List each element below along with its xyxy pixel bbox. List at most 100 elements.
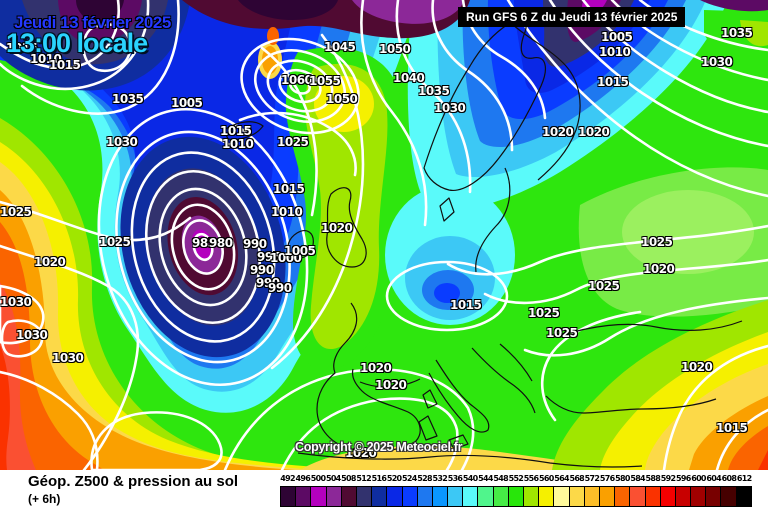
run-info-bar: Run GFS 6 Z du Jeudi 13 février 2025 xyxy=(458,7,686,27)
pressure-label: 1030 xyxy=(16,328,48,342)
pressure-label: 1030 xyxy=(52,351,84,365)
legend-color-cell xyxy=(280,486,297,507)
pressure-label: 1055 xyxy=(309,74,341,88)
pressure-label: 1015 xyxy=(273,182,305,196)
legend-value: 500 xyxy=(310,474,326,483)
legend-value: 612 xyxy=(736,474,752,483)
legend: 492 496 500 504 508 512 516 520 524 528 532 536 540 5… xyxy=(280,471,752,507)
pressure-label: 1020 xyxy=(375,378,407,392)
pressure-label: 1035 xyxy=(418,84,450,98)
legend-color-cell xyxy=(659,486,676,507)
pressure-label: 1015 xyxy=(597,75,629,89)
pressure-label: 1025 xyxy=(588,279,620,293)
legend-color-cell xyxy=(492,486,509,507)
pressure-label: 1025 xyxy=(99,235,131,249)
legend-color-cell xyxy=(583,486,600,507)
pressure-label: 1015 xyxy=(49,58,81,72)
pressure-label: 1015 xyxy=(220,124,252,138)
legend-color-cell xyxy=(310,486,327,507)
pressure-label: 1025 xyxy=(641,235,673,249)
contour-art-svg xyxy=(0,0,768,470)
footer-bar: Géop. Z500 & pression au sol (+ 6h) 492 4… xyxy=(0,470,768,512)
legend-value: 604 xyxy=(706,474,722,483)
pressure-label: 1020 xyxy=(681,360,713,374)
date-label: Jeudi 13 février 2025 xyxy=(14,13,171,32)
pressure-label: 1020 xyxy=(34,255,66,269)
pressure-label: 1030 xyxy=(434,101,466,115)
legend-value: 568 xyxy=(569,474,585,483)
pressure-label: 1035 xyxy=(721,26,753,40)
legend-value: 492 xyxy=(280,474,295,483)
legend-value: 548 xyxy=(493,474,508,483)
legend-color-cell xyxy=(431,486,449,507)
legend-color-cell xyxy=(735,486,752,507)
pressure-label: 1015 xyxy=(6,41,38,55)
legend-color-cell xyxy=(325,486,342,507)
pressure-label: 1050 xyxy=(326,92,358,106)
legend-value: 520 xyxy=(386,474,402,483)
pressure-label: 1020 xyxy=(643,262,675,276)
legend-color-cell xyxy=(340,486,357,507)
legend-value: 584 xyxy=(630,474,645,483)
pressure-label: 1025 xyxy=(528,306,560,320)
pressure-label: 1020 xyxy=(578,125,610,139)
legend-value: 588 xyxy=(645,474,661,483)
time-label: 13:00 locale xyxy=(6,28,148,58)
legend-value: 544 xyxy=(478,474,493,483)
legend-color-cell xyxy=(462,486,479,507)
legend-value: 600 xyxy=(691,474,706,483)
legend-color-cell xyxy=(295,486,312,507)
legend-values-row: 492 496 500 504 508 512 516 520 524 528 532 536 540 5… xyxy=(280,471,752,486)
legend-value: 504 xyxy=(325,474,341,483)
pressure-label: 1030 xyxy=(701,55,733,69)
legend-color-cell xyxy=(507,486,524,507)
legend-color-cell xyxy=(386,486,403,507)
copyright-label: Copyright © 2025 Meteociel.fr xyxy=(295,440,463,454)
legend-color-cell xyxy=(644,486,661,507)
pressure-label: 1015 xyxy=(716,421,748,435)
pressure-label: 990 xyxy=(256,276,280,290)
legend-value: 508 xyxy=(341,474,356,483)
pressure-label: 1035 xyxy=(112,92,144,106)
pressure-label: 1025 xyxy=(277,135,309,149)
legend-value: 596 xyxy=(675,474,691,483)
legend-value: 576 xyxy=(599,474,615,483)
legend-color-cell xyxy=(553,486,570,507)
legend-color-row xyxy=(280,486,752,507)
legend-value: 572 xyxy=(584,474,600,483)
legend-value: 536 xyxy=(447,474,463,483)
legend-color-cell xyxy=(447,486,464,507)
pressure-label: 995 xyxy=(257,250,281,264)
pressure-label: 1030 xyxy=(0,295,32,309)
pressure-label: 990 xyxy=(268,281,292,295)
legend-value: 524 xyxy=(402,474,417,483)
pressure-label: 1010 xyxy=(30,52,62,66)
pressure-label: 1015 xyxy=(450,298,482,312)
legend-value: 528 xyxy=(417,474,432,483)
legend-value: 532 xyxy=(432,474,448,483)
legend-color-cell xyxy=(477,486,494,507)
legend-color-cell xyxy=(416,486,433,507)
pressure-label: 1025 xyxy=(0,205,32,219)
legend-value: 540 xyxy=(462,474,478,483)
pressure-label: 985 xyxy=(192,236,216,250)
pressure-label: 1010 xyxy=(271,205,303,219)
pressure-label: 1005 xyxy=(284,244,316,258)
legend-color-cell xyxy=(629,486,646,507)
legend-color-cell xyxy=(720,486,737,507)
pressure-label: 1020 xyxy=(345,446,377,460)
pressure-label: 1000 xyxy=(270,251,302,265)
legend-color-cell xyxy=(538,486,555,507)
forecast-step: (+ 6h) xyxy=(28,492,61,506)
legend-color-cell xyxy=(674,486,692,507)
legend-color-cell xyxy=(371,486,388,507)
legend-value: 592 xyxy=(660,474,676,483)
weather-map: 1015 1010 1015 1035 1005 1030 1015 1010 1045 1050… xyxy=(0,0,768,470)
pressure-label: 1050 xyxy=(379,42,411,56)
pressure-label: 1020 xyxy=(321,221,353,235)
legend-color-cell xyxy=(523,486,540,507)
legend-color-cell xyxy=(614,486,631,507)
pressure-label: 1045 xyxy=(324,40,356,54)
pressure-label: 1030 xyxy=(106,135,138,149)
